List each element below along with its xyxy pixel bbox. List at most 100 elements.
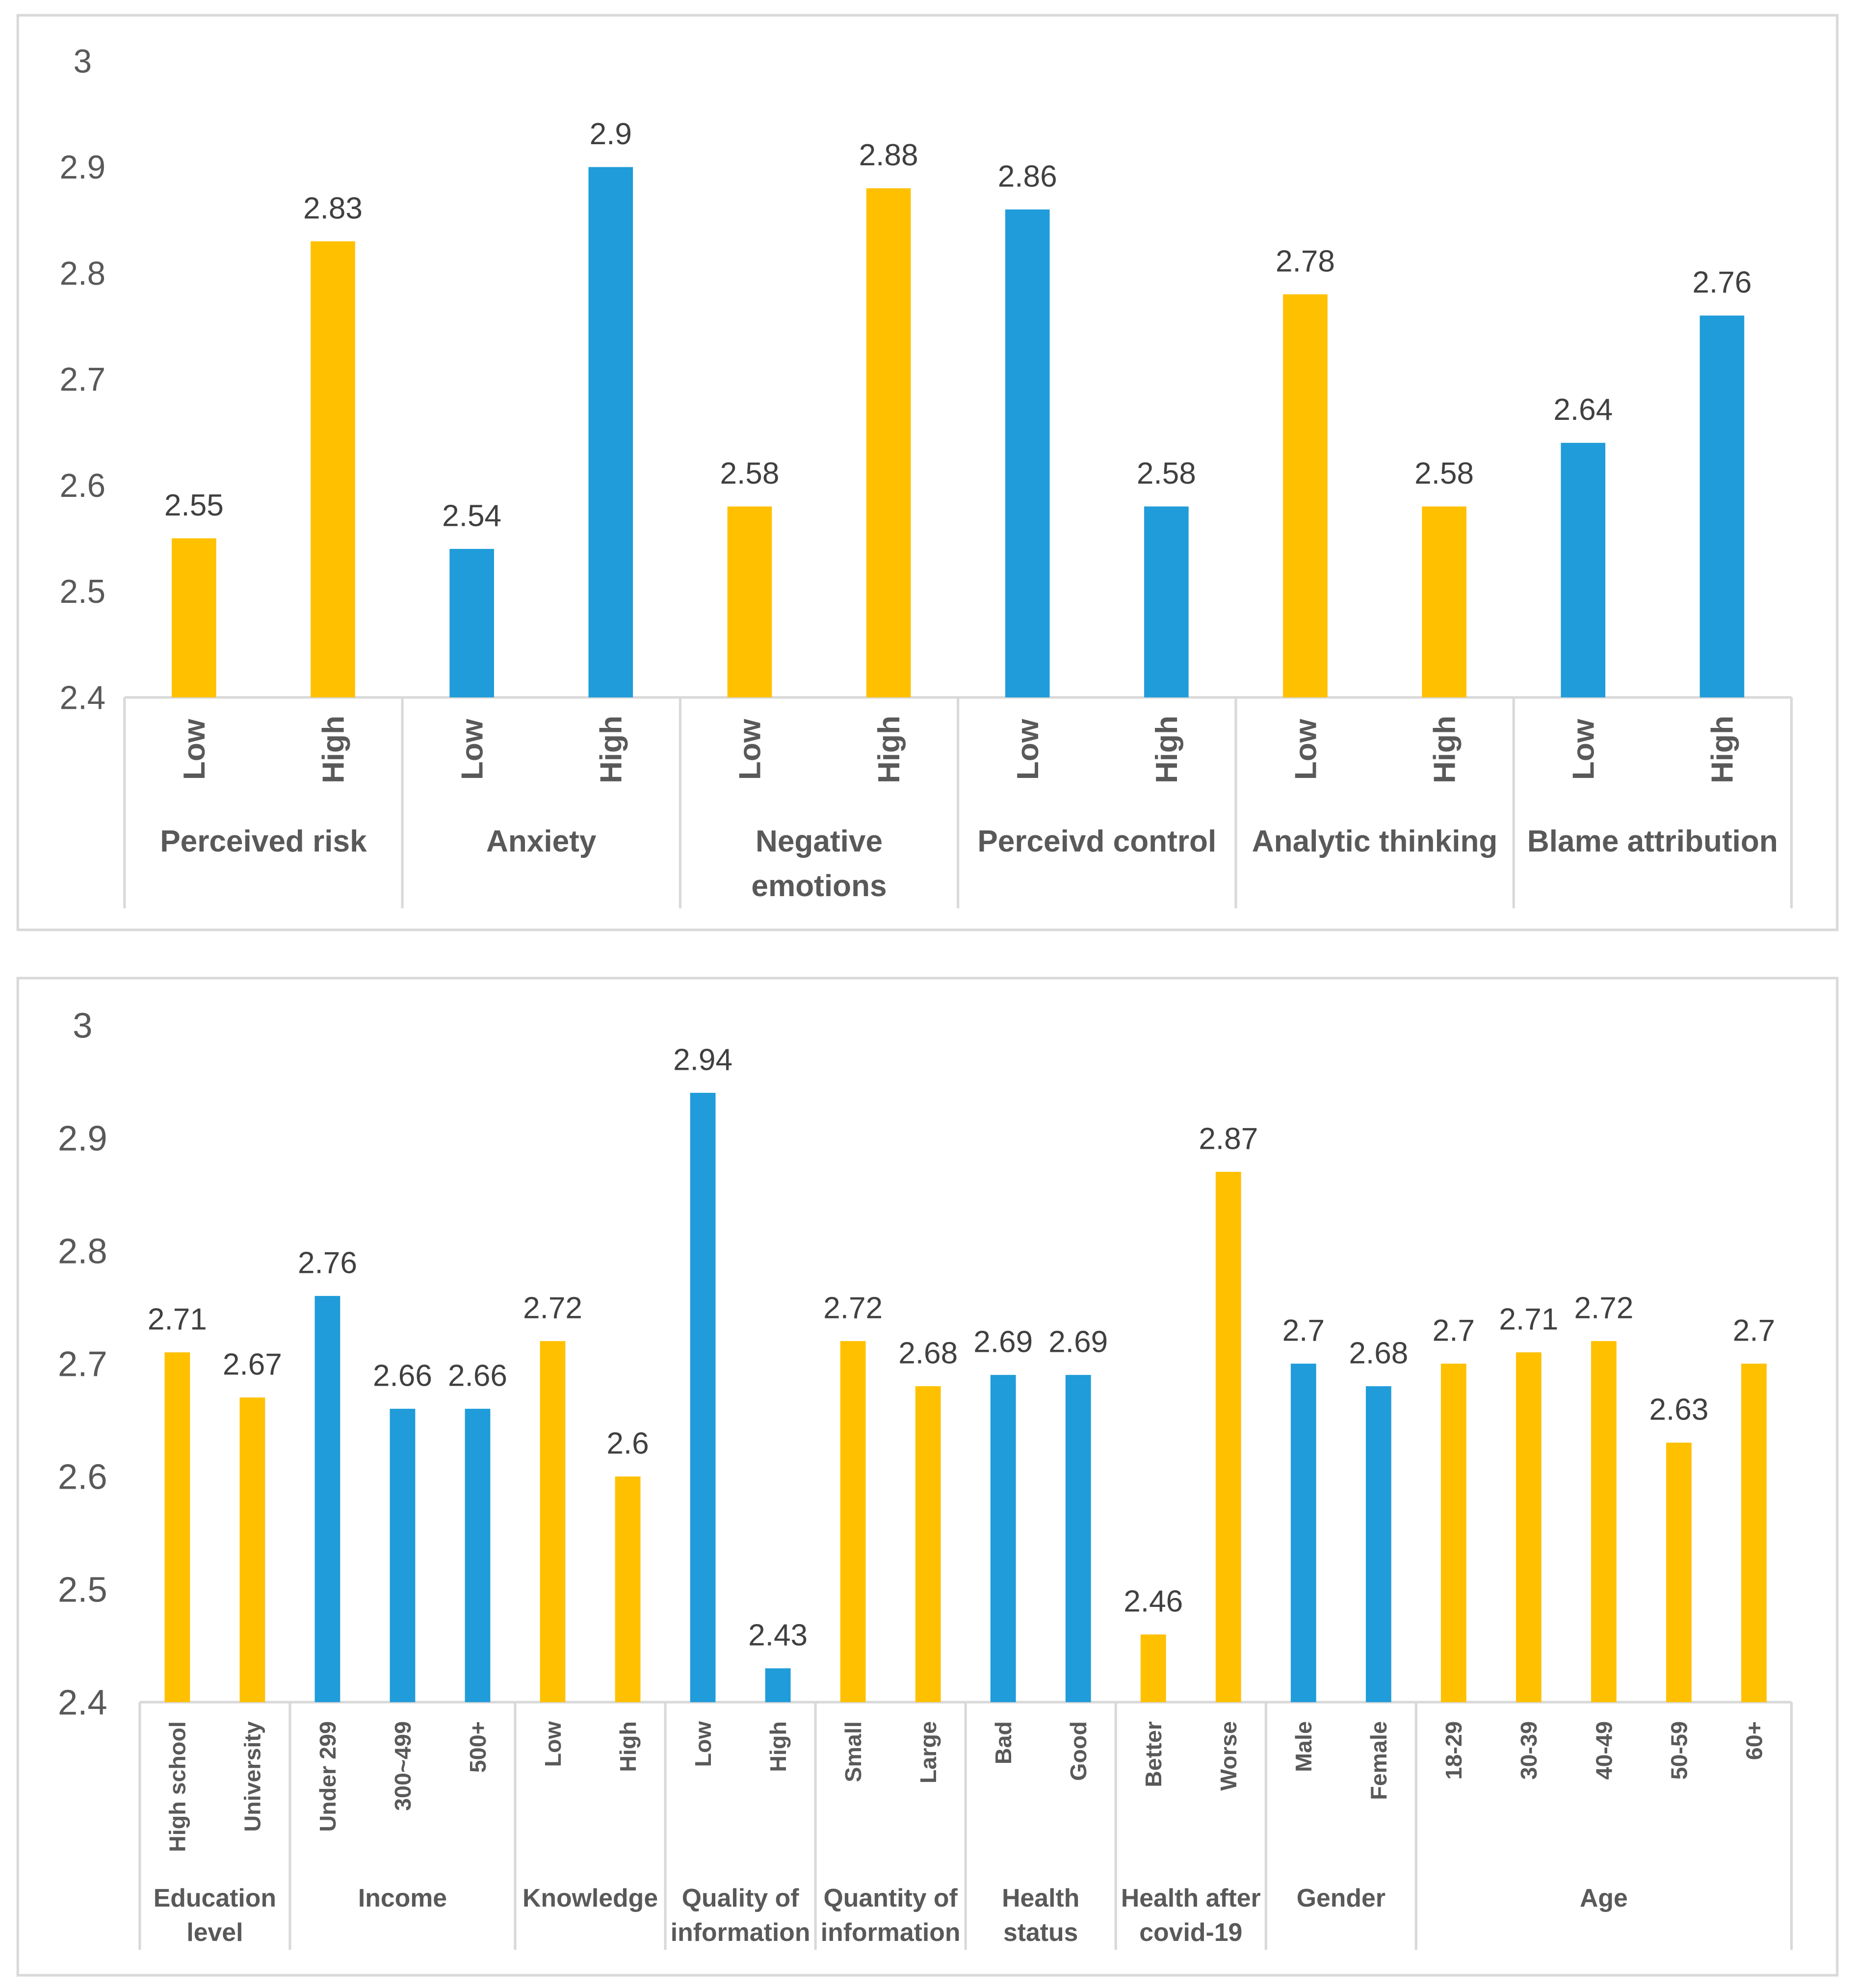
x-tick-label: Low xyxy=(178,719,211,780)
data-label: 2.46 xyxy=(1123,1585,1183,1619)
data-label: 2.71 xyxy=(148,1302,207,1336)
bar xyxy=(1290,1364,1316,1703)
y-tick-label: 2.5 xyxy=(58,1570,107,1610)
x-tick-label: 60+ xyxy=(1741,1721,1767,1760)
y-tick-label: 2.7 xyxy=(58,1344,107,1384)
bar xyxy=(866,188,911,697)
bar xyxy=(1440,1364,1466,1703)
group-label: information xyxy=(671,1918,810,1946)
bar xyxy=(239,1397,265,1703)
data-label: 2.7 xyxy=(1282,1314,1325,1347)
y-tick-label: 2.8 xyxy=(60,255,106,292)
bar xyxy=(164,1352,190,1703)
bar xyxy=(915,1386,941,1703)
data-label: 2.88 xyxy=(859,138,918,172)
x-tick-label: Worse xyxy=(1216,1721,1241,1791)
data-label: 2.58 xyxy=(720,457,779,491)
x-tick-label: 40-49 xyxy=(1591,1721,1617,1780)
x-tick-label: 50-59 xyxy=(1666,1721,1692,1780)
data-label: 2.76 xyxy=(1692,266,1751,300)
bar xyxy=(765,1668,791,1703)
x-tick-label: High xyxy=(595,716,628,783)
group-label: Perceivd control xyxy=(977,825,1216,858)
bar xyxy=(990,1375,1016,1703)
y-tick-label: 2.6 xyxy=(60,467,106,504)
x-tick-label: Small xyxy=(840,1721,866,1782)
bar xyxy=(588,167,633,697)
data-label: 2.68 xyxy=(1349,1337,1408,1370)
group-label: emotions xyxy=(751,869,887,903)
x-tick-label: Low xyxy=(733,719,767,780)
data-label: 2.68 xyxy=(898,1337,958,1370)
bar xyxy=(465,1409,491,1703)
x-tick-label: Low xyxy=(690,1721,716,1767)
data-label: 2.72 xyxy=(523,1291,582,1325)
x-tick-label: Low xyxy=(1567,719,1601,780)
bar xyxy=(727,506,772,697)
x-tick-label: Low xyxy=(455,719,489,780)
data-label: 2.66 xyxy=(373,1359,432,1393)
data-label: 2.54 xyxy=(442,499,501,533)
x-tick-label: High xyxy=(1428,716,1462,783)
data-label: 2.58 xyxy=(1137,457,1196,491)
bar xyxy=(1666,1443,1692,1703)
x-tick-label: Female xyxy=(1366,1721,1391,1800)
x-tick-label: University xyxy=(240,1721,265,1832)
bar xyxy=(1422,506,1466,697)
y-tick-label: 2.4 xyxy=(58,1683,107,1723)
group-label: level xyxy=(186,1918,243,1946)
data-label: 2.87 xyxy=(1199,1122,1258,1156)
data-label: 2.6 xyxy=(606,1427,649,1461)
x-tick-label: High xyxy=(1706,716,1740,783)
data-label: 2.72 xyxy=(1574,1291,1633,1325)
group-label: covid-19 xyxy=(1139,1918,1242,1946)
chart-top: 3 2.9 2.8 2.7 2.6 2.5 2.4 2.55 Low 2.83 High Percei… xyxy=(16,14,1839,931)
data-label: 2.72 xyxy=(823,1291,883,1325)
chart-bottom: 3 2.9 2.8 2.7 2.6 2.5 2.4 2.71 High school 2.67 Un… xyxy=(16,977,1839,1977)
data-label: 2.55 xyxy=(164,489,224,522)
bar xyxy=(1005,209,1050,697)
x-tick-label: Male xyxy=(1291,1721,1316,1772)
bar xyxy=(1699,315,1745,697)
x-tick-label: High xyxy=(615,1721,641,1772)
x-tick-label: High xyxy=(872,716,906,783)
bar xyxy=(1283,294,1328,697)
y-tick-label: 2.9 xyxy=(58,1118,107,1158)
group-label: Age xyxy=(1580,1884,1628,1912)
x-tick-label: Low xyxy=(1011,719,1045,780)
y-tick-label: 3 xyxy=(73,1006,92,1045)
bar xyxy=(615,1476,641,1703)
group-label: Quality of xyxy=(682,1884,800,1912)
bar xyxy=(1741,1364,1767,1703)
x-tick-label: High xyxy=(765,1721,791,1772)
group-label: Health xyxy=(1002,1884,1079,1912)
y-tick-label: 2.9 xyxy=(60,149,106,186)
data-label: 2.9 xyxy=(590,117,632,151)
data-label: 2.7 xyxy=(1733,1314,1775,1347)
y-tick-label: 2.8 xyxy=(58,1231,107,1271)
bar xyxy=(1140,1634,1166,1703)
group-label: Anxiety xyxy=(486,825,597,858)
data-label: 2.78 xyxy=(1276,244,1335,278)
y-tick-label: 2.5 xyxy=(60,573,106,610)
data-label: 2.94 xyxy=(673,1043,732,1077)
bar xyxy=(840,1341,866,1703)
group-label: Quantity of xyxy=(824,1884,958,1912)
bar xyxy=(314,1296,340,1703)
group-label: information xyxy=(821,1918,961,1946)
group-label: Analytic thinking xyxy=(1252,825,1498,858)
group-label: status xyxy=(1003,1918,1078,1946)
data-label: 2.63 xyxy=(1649,1393,1708,1427)
x-tick-label: Low xyxy=(540,1721,566,1767)
bar xyxy=(1561,442,1606,697)
x-tick-label: 30-39 xyxy=(1516,1721,1541,1780)
y-tick-label: 2.7 xyxy=(60,361,106,398)
x-tick-label: Better xyxy=(1141,1721,1166,1787)
group-label: Education xyxy=(154,1884,276,1912)
x-tick-label: 500+ xyxy=(465,1721,491,1773)
data-label: 2.43 xyxy=(748,1619,808,1652)
data-label: 2.7 xyxy=(1433,1314,1475,1347)
group-label: Knowledge xyxy=(523,1884,658,1912)
data-label: 2.69 xyxy=(973,1325,1033,1359)
